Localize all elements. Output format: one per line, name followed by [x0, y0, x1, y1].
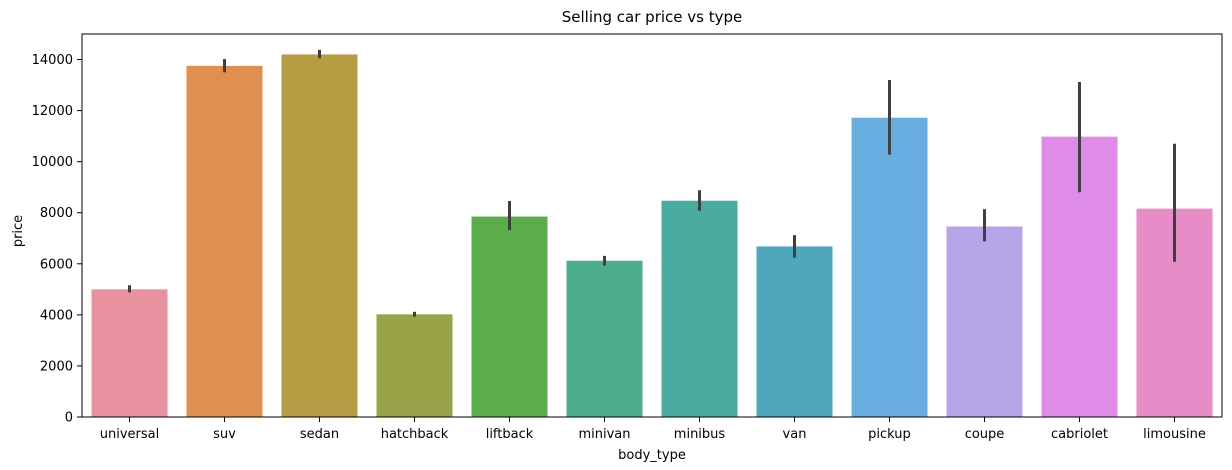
y-tick-label: 2000: [40, 359, 73, 374]
bar-van: [756, 246, 833, 417]
x-axis: universal suv sedan hatchback liftback miniva…: [100, 417, 1206, 442]
x-tick-label-van: van: [783, 427, 807, 442]
y-axis-label: price: [11, 215, 26, 247]
chart-title: Selling car price vs type: [562, 8, 743, 26]
x-tick-label-hatchback: hatchback: [381, 427, 449, 442]
y-tick-label: 0: [65, 411, 73, 426]
x-axis-label: body_type: [618, 448, 686, 463]
plot-frame: [81, 33, 1223, 418]
bar-liftback: [471, 216, 548, 417]
bars-layer: [91, 54, 1213, 418]
x-tick-label-limousine: limousine: [1143, 427, 1206, 442]
x-tick-label-suv: suv: [213, 427, 236, 442]
x-tick-label-sedan: sedan: [300, 427, 339, 442]
y-tick-label: 14000: [32, 53, 73, 68]
x-tick-label-coupe: coupe: [965, 427, 1005, 442]
bar-suv: [186, 65, 263, 418]
bar-coupe: [946, 226, 1023, 417]
y-axis: 0 2000 4000 6000 8000 10000 12000 14000: [32, 53, 82, 426]
bar-hatchback: [376, 314, 453, 417]
y-tick-label: 4000: [40, 308, 73, 323]
x-tick-label-liftback: liftback: [486, 427, 534, 442]
bar-minivan: [566, 260, 643, 417]
errorbars-layer: [128, 49, 1176, 317]
bar-pickup: [851, 117, 928, 418]
y-tick-label: 8000: [40, 206, 73, 221]
bar-minibus: [661, 200, 738, 417]
y-tick-label: 6000: [40, 257, 73, 272]
y-tick-label: 10000: [32, 155, 73, 170]
x-tick-label-minivan: minivan: [578, 427, 630, 442]
x-tick-label-minibus: minibus: [674, 427, 726, 442]
x-tick-label-universal: universal: [100, 427, 159, 442]
x-tick-label-pickup: pickup: [868, 427, 911, 442]
bar-sedan: [281, 54, 358, 417]
bar-universal: [91, 289, 168, 417]
y-tick-label: 12000: [32, 104, 73, 119]
x-tick-label-cabriolet: cabriolet: [1051, 427, 1108, 442]
